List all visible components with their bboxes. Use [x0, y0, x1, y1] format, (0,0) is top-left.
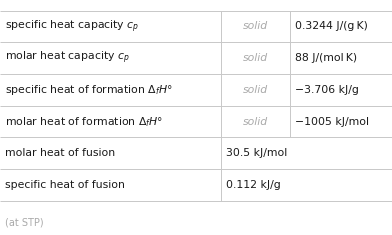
Text: −3.706 kJ/g: −3.706 kJ/g: [295, 85, 359, 95]
Text: specific heat of formation $\Delta_f H°$: specific heat of formation $\Delta_f H°$: [5, 83, 173, 97]
Text: (at STP): (at STP): [5, 217, 44, 227]
Text: 0.112 kJ/g: 0.112 kJ/g: [226, 180, 281, 190]
Text: molar heat capacity $c_p$: molar heat capacity $c_p$: [5, 50, 129, 66]
Text: specific heat capacity $c_p$: specific heat capacity $c_p$: [5, 18, 139, 35]
Text: specific heat of fusion: specific heat of fusion: [5, 180, 125, 190]
Text: solid: solid: [243, 21, 269, 31]
Text: solid: solid: [243, 53, 269, 63]
Text: −1005 kJ/mol: −1005 kJ/mol: [295, 117, 369, 127]
Text: molar heat of formation $\Delta_f H°$: molar heat of formation $\Delta_f H°$: [5, 115, 163, 129]
Text: solid: solid: [243, 85, 269, 95]
Text: solid: solid: [243, 117, 269, 127]
Text: 30.5 kJ/mol: 30.5 kJ/mol: [226, 148, 287, 158]
Text: molar heat of fusion: molar heat of fusion: [5, 148, 115, 158]
Text: 0.3244 J/(g K): 0.3244 J/(g K): [295, 21, 368, 31]
Text: 88 J/(mol K): 88 J/(mol K): [295, 53, 357, 63]
